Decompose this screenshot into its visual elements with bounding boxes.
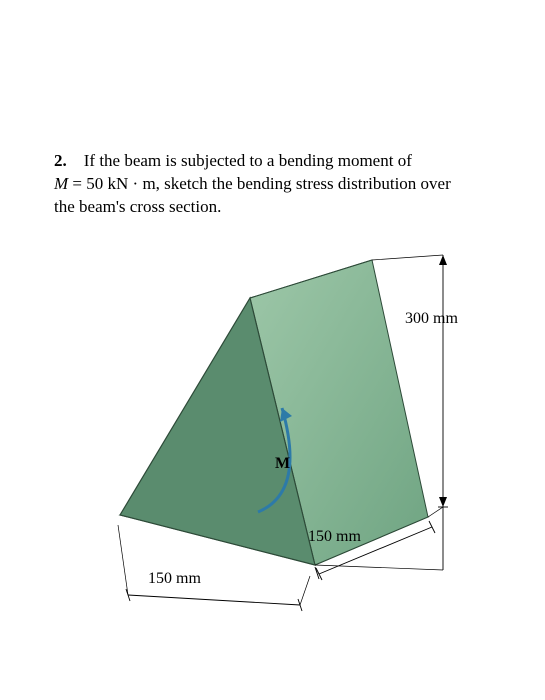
dim-label-base-left: 150 mm [148,570,201,588]
dim-label-base-right: 150 mm [308,528,361,546]
problem-number: 2. [54,151,67,170]
moment-var: M [54,174,68,193]
problem-line2: = 50 kN · m, sketch the bending stress d… [68,174,451,193]
beam-diagram [60,240,480,660]
figure: 300 mm 150 mm 150 mm M [60,240,480,660]
moment-label: M [275,455,290,473]
problem-statement: 2. If the beam is subjected to a bending… [54,150,504,219]
problem-line3: the beam's cross section. [54,197,221,216]
dim-label-height: 300 mm [405,310,458,328]
problem-line1: If the beam is subjected to a bending mo… [84,151,412,170]
